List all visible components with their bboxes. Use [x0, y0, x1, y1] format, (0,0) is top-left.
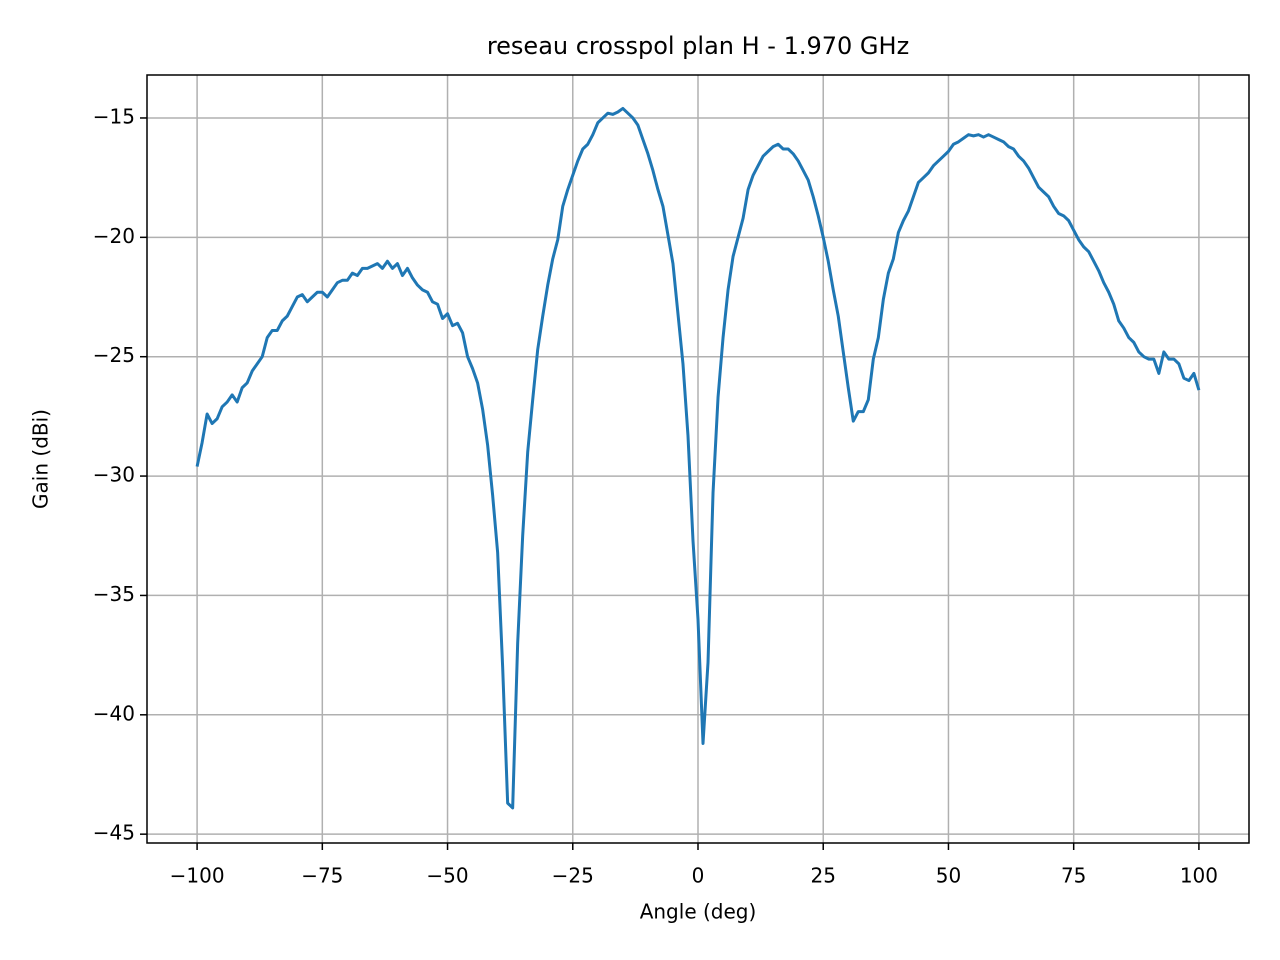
data-line — [195, 106, 1201, 810]
x-tick-label: −25 — [552, 864, 594, 888]
x-tick-label: 0 — [692, 864, 705, 888]
y-tick-label: −15 — [93, 104, 135, 128]
y-tick-label: −35 — [93, 582, 135, 606]
x-tick-label: −100 — [170, 864, 225, 888]
x-tick-label: −75 — [301, 864, 343, 888]
y-tick-label: −40 — [93, 701, 135, 725]
y-tick-label: −20 — [93, 224, 135, 248]
plot-frame — [146, 74, 1250, 844]
x-tick-label: 50 — [936, 864, 961, 888]
x-tick-label: 25 — [811, 864, 836, 888]
x-tick-label: 75 — [1061, 864, 1086, 888]
y-axis-label: Gain (dBi) — [29, 409, 53, 509]
x-axis-label: Angle (deg) — [640, 900, 757, 924]
y-tick-label: −25 — [93, 343, 135, 367]
chart-title: reseau crosspol plan H - 1.970 GHz — [487, 32, 909, 60]
y-tick-label: −30 — [93, 463, 135, 487]
x-tick-label: 100 — [1180, 864, 1218, 888]
y-tick-label: −45 — [93, 821, 135, 845]
x-tick-label: −50 — [426, 864, 468, 888]
